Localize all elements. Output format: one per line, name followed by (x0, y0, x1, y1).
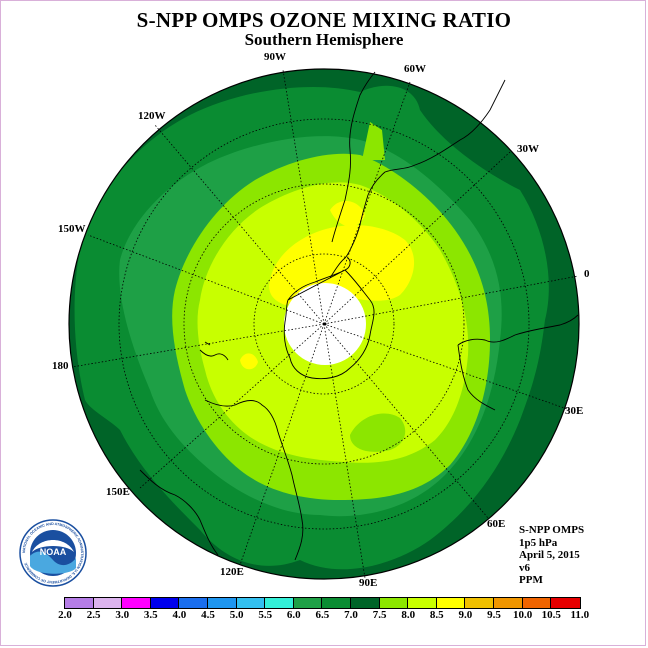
map-title: S-NPP OMPS OZONE MIXING RATIO (136, 8, 512, 32)
svg-text:NOAA: NOAA (40, 547, 67, 557)
coastlines (139, 71, 579, 561)
colorbar-swatch (93, 598, 123, 608)
lon-label-60w: 60W (404, 63, 426, 75)
colorbar-tick-label: 4.5 (201, 609, 215, 621)
colorbar-tick-label: 6.0 (286, 609, 301, 621)
south-america-coast (331, 71, 506, 247)
colorbar-swatch (236, 598, 266, 608)
colorbar-tick-label: 7.5 (372, 609, 387, 621)
info-instrument: S-NPP OMPS (519, 524, 585, 536)
colorbar-tick-label: 2.0 (58, 609, 72, 621)
colorbar-tick-label: 10.5 (541, 609, 561, 621)
colorbar-swatch (551, 598, 580, 608)
map-subtitle: Southern Hemisphere (244, 30, 404, 49)
colorbar-tick-label: 4.0 (172, 609, 187, 621)
lon-label-120w: 120W (138, 110, 166, 122)
lon-label-30w: 30W (517, 143, 539, 155)
colorbar-tick-label: 8.0 (401, 609, 416, 621)
colorbar-swatch (179, 598, 208, 608)
colorbar-swatch (122, 598, 151, 608)
colorbar-ticks: 2.0 2.5 3.0 3.5 4.0 4.5 5.0 5.5 6.0 6.5 7.0 7.5 8.0 8… (0, 609, 648, 623)
lon-label-150w: 150W (58, 223, 86, 235)
colorbar-swatch (293, 598, 323, 608)
colorbar-swatch (150, 598, 180, 608)
colorbar-tick-label: 2.5 (86, 609, 101, 621)
noaa-logo: NOAA NATIONAL OCEANIC AND ATMOSPHERIC AD… (19, 519, 87, 587)
colorbar-swatch (493, 598, 523, 608)
info-block: S-NPP OMPS 1p5 hPa April 5, 2015 v6 PPM (519, 524, 584, 587)
info-level: 1p5 hPa (519, 536, 558, 549)
colorbar-swatch (265, 598, 294, 608)
colorbar-swatch (65, 598, 94, 608)
lon-label-30e: 30E (565, 405, 584, 417)
colorbar-tick-label: 5.5 (258, 609, 273, 621)
info-date: April 5, 2015 (519, 549, 580, 561)
colorbar-tick-label: 3.0 (115, 609, 130, 621)
colorbar-tick-label: 9.5 (487, 609, 501, 621)
map-boundary (68, 68, 580, 580)
africa-coast (457, 314, 579, 411)
colorbar-swatch (436, 598, 466, 608)
lon-label-150e: 150E (106, 486, 130, 498)
antarctica-coast (283, 257, 375, 380)
colorbar (64, 597, 581, 609)
lon-label-90w: 90W (264, 51, 286, 63)
colorbar-swatch (522, 598, 552, 608)
colorbar-swatch (322, 598, 351, 608)
colorbar-swatch (207, 598, 237, 608)
colorbar-tick-label: 8.5 (429, 609, 444, 621)
colorbar-tick-label: 10.0 (512, 609, 533, 621)
lon-label-180: 180 (52, 360, 69, 372)
latitude-circles (118, 118, 530, 530)
colorbar-tick-label: 6.5 (315, 609, 330, 621)
info-unit: PPM (519, 574, 543, 586)
info-version: v6 (519, 561, 530, 574)
lon-label-90e: 90E (359, 577, 378, 589)
lon-label-120e: 120E (220, 566, 244, 578)
colorbar-tick-label: 5.0 (229, 609, 244, 621)
colorbar-tick-label: 7.0 (344, 609, 358, 621)
colorbar-tick-label: 3.5 (143, 609, 158, 621)
australia-coast (139, 399, 304, 561)
colorbar-tick-label: 9.0 (458, 609, 473, 621)
colorbar-swatch (465, 598, 494, 608)
lon-label-0: 0 (584, 268, 590, 280)
lon-label-60e: 60E (487, 518, 506, 530)
colorbar-swatch (350, 598, 380, 608)
colorbar-swatch (408, 598, 437, 608)
band-yellow (269, 225, 415, 305)
colorbar-swatch (379, 598, 409, 608)
colorbar-tick-label: 11.0 (570, 609, 590, 621)
